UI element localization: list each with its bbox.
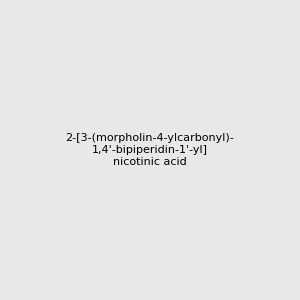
Text: 2-[3-(morpholin-4-ylcarbonyl)-
1,4'-bipiperidin-1'-yl]
nicotinic acid: 2-[3-(morpholin-4-ylcarbonyl)- 1,4'-bipi… — [66, 134, 234, 166]
